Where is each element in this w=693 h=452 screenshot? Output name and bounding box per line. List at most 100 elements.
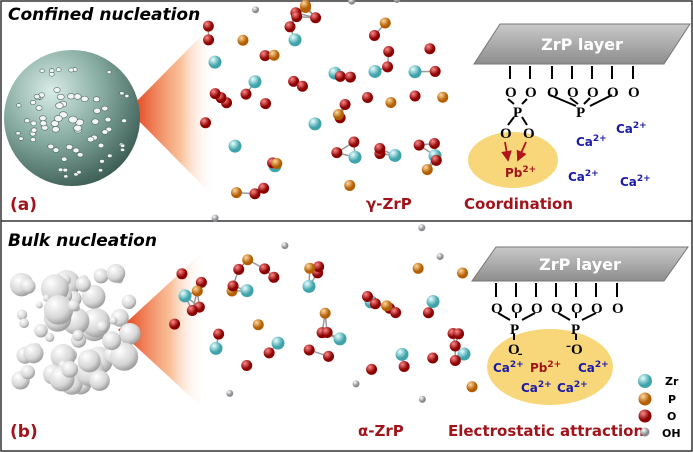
- zr-atom: [395, 347, 409, 361]
- o-atom: [203, 34, 215, 46]
- particle: [77, 349, 101, 373]
- pore: [121, 118, 127, 123]
- p-atom: [381, 300, 393, 312]
- ca-ion: Ca2+: [557, 380, 588, 395]
- o-atom: [453, 328, 465, 340]
- o-atom: [366, 363, 378, 375]
- o-atom: [284, 21, 296, 33]
- pore: [65, 144, 74, 150]
- oh-atom: [418, 395, 426, 403]
- p-atom: [230, 187, 242, 199]
- zr-atom: [240, 284, 254, 298]
- pore: [16, 103, 22, 108]
- o-atom: [361, 290, 373, 302]
- legend-o-atom: [638, 409, 652, 423]
- arrow-icon: [516, 141, 527, 162]
- zr-atom: [408, 65, 422, 79]
- zr-atom: [426, 295, 440, 309]
- pore: [47, 143, 55, 150]
- legend-p-label: P: [668, 393, 676, 406]
- pore: [106, 70, 112, 75]
- pb-ion-b: Pb2+: [530, 360, 561, 375]
- pore: [68, 115, 78, 124]
- o-atom: [259, 263, 271, 275]
- panel-a: Confined nucleation (a) γ-ZrP Coordinati…: [4, 0, 691, 232]
- pore: [119, 91, 125, 96]
- particle: [89, 370, 110, 391]
- oxygen-atom-label: O: [628, 85, 640, 101]
- pore: [76, 152, 84, 158]
- ca-ion: Ca2+: [568, 169, 599, 184]
- o-atom: [339, 99, 351, 111]
- particle: [20, 365, 36, 380]
- pore: [56, 93, 65, 101]
- particle: [106, 263, 126, 283]
- zr-atom: [308, 117, 322, 131]
- oxygen-atom-label: O: [491, 301, 503, 317]
- ca-ion: Ca2+: [521, 380, 552, 395]
- o-atom: [260, 98, 272, 110]
- pore: [73, 93, 82, 100]
- ca-ion: Ca2+: [616, 121, 647, 136]
- o-atom: [258, 182, 270, 194]
- o-atom: [334, 70, 346, 82]
- particle: [102, 331, 122, 351]
- zrp-layer-a: [473, 23, 691, 65]
- o-atom: [296, 80, 308, 92]
- o-atom: [268, 271, 280, 283]
- zrp-layer-label-b: ZrP layer: [539, 255, 621, 274]
- pore: [24, 118, 31, 124]
- p-atom: [379, 17, 391, 29]
- o-atom: [427, 352, 439, 364]
- pore: [39, 68, 45, 73]
- o-atom: [249, 188, 261, 200]
- p-atom: [344, 179, 356, 191]
- p-atom: [332, 109, 344, 121]
- legend-zr-label: Zr: [665, 375, 679, 388]
- p-atom: [191, 285, 203, 297]
- oh-atom: [393, 0, 401, 3]
- oh-atom: [281, 242, 289, 250]
- particle: [93, 268, 109, 284]
- o-atom: [169, 318, 181, 330]
- o-atom: [323, 350, 335, 362]
- alpha-zrp-structure: [169, 242, 478, 403]
- o-atom: [263, 347, 275, 359]
- oxygen-atom-label: O: [591, 301, 603, 317]
- particle: [75, 276, 91, 292]
- o-atom: [348, 136, 360, 148]
- zr-atom: [348, 150, 362, 164]
- zr-atom: [209, 341, 223, 355]
- oxygen-anion-b1: O-: [508, 342, 523, 362]
- o-atom: [429, 65, 441, 77]
- pore: [67, 93, 75, 100]
- pore: [53, 87, 61, 93]
- o-atom: [413, 139, 425, 151]
- zr-atom: [302, 279, 316, 293]
- o-atom: [374, 143, 386, 155]
- o-atom: [430, 154, 442, 166]
- pore: [120, 143, 126, 148]
- zoom-cone: [128, 22, 215, 198]
- o-atom: [390, 307, 402, 319]
- electrostatic-zone: [487, 329, 613, 405]
- pore: [63, 174, 69, 179]
- particle: [45, 332, 55, 342]
- p-atom: [421, 164, 433, 176]
- p-atom: [242, 254, 254, 266]
- pore: [55, 67, 62, 72]
- zr-atom: [271, 336, 285, 350]
- pore: [80, 95, 89, 103]
- o-atom: [422, 307, 434, 319]
- o-atom: [310, 12, 322, 24]
- p-atom: [412, 262, 424, 274]
- pore: [91, 118, 100, 125]
- pore: [30, 137, 37, 143]
- pore: [57, 167, 64, 172]
- coordination-label: Coordination: [464, 195, 573, 213]
- oxygen-atom-label: O: [531, 301, 543, 317]
- p-atom: [304, 262, 316, 274]
- pore: [93, 107, 101, 114]
